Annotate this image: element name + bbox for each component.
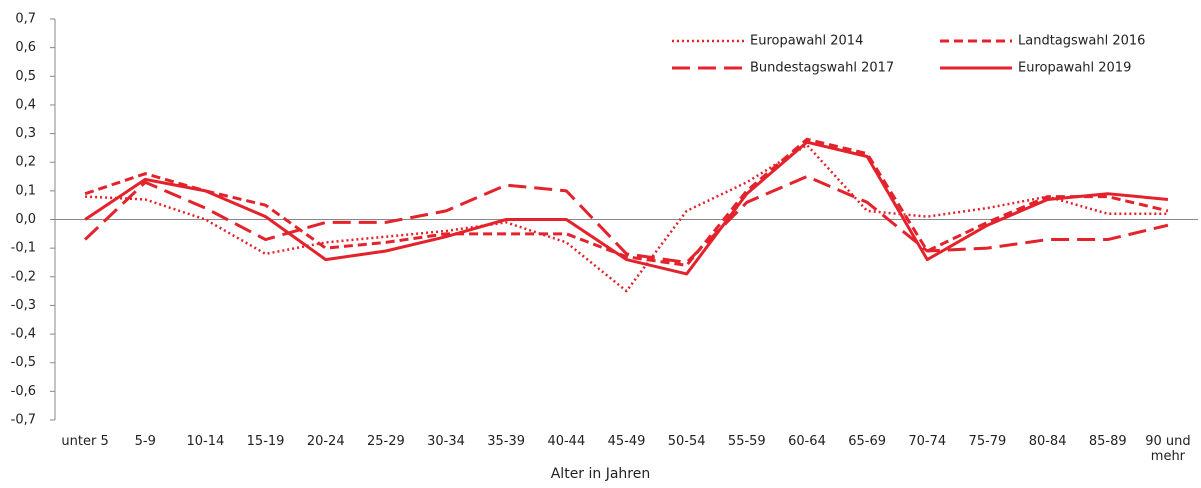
y-tick-label: 0,6 xyxy=(15,40,36,55)
y-tick-label: 0,4 xyxy=(15,97,36,112)
x-tick-label: 45-49 xyxy=(607,434,646,449)
y-tick-label: -0,6 xyxy=(11,384,36,399)
y-tick-label: -0,3 xyxy=(11,298,36,313)
x-tick-label: 10-14 xyxy=(186,434,225,449)
x-tick-label: 80-84 xyxy=(1028,434,1067,449)
x-tick-label: 5-9 xyxy=(134,434,156,449)
x-tick-label: 20-24 xyxy=(306,434,345,449)
x-tick-label: 70-74 xyxy=(908,434,947,449)
x-tick-label: 75-79 xyxy=(968,434,1007,449)
x-tick-label: 90 und mehr xyxy=(1145,434,1191,464)
y-tick-label: -0,2 xyxy=(11,269,36,284)
x-tick-label: 65-69 xyxy=(848,434,887,449)
x-tick-label: 60-64 xyxy=(788,434,826,449)
x-tick-label: unter 5 xyxy=(61,434,109,449)
x-tick-label: 35-39 xyxy=(487,434,526,449)
y-tick-label: 0,5 xyxy=(15,69,36,84)
series-line xyxy=(85,143,1168,293)
y-tick-label: -0,7 xyxy=(11,413,36,428)
series-line xyxy=(84,137,1169,267)
x-axis-title: Alter in Jahren xyxy=(550,466,651,482)
legend-label: Landtagswahl 2016 xyxy=(1018,34,1145,49)
x-tick-label: 30-34 xyxy=(427,434,465,449)
y-tick-label: -0,4 xyxy=(11,327,36,342)
y-tick-label: -0,5 xyxy=(11,355,36,370)
legend-label: Europawahl 2014 xyxy=(750,34,863,49)
y-tick-label: -0,1 xyxy=(11,241,36,256)
y-tick-label: 0,1 xyxy=(15,183,36,198)
series-line xyxy=(84,140,1169,276)
x-tick-label: 15-19 xyxy=(246,434,285,449)
x-tick-label: 25-29 xyxy=(366,434,405,449)
x-tick-label: 55-59 xyxy=(727,434,766,449)
legend-label: Bundestagswahl 2017 xyxy=(750,61,894,76)
x-tick-label: 40-44 xyxy=(547,434,586,449)
y-tick-label: 0,0 xyxy=(15,212,36,227)
legend-label: Europawahl 2019 xyxy=(1018,61,1131,76)
x-tick-label: 85-89 xyxy=(1088,434,1127,449)
y-tick-label: 0,7 xyxy=(15,12,36,27)
y-tick-label: 0,3 xyxy=(15,126,36,141)
y-tick-label: 0,2 xyxy=(15,155,36,170)
series-line xyxy=(84,175,1169,264)
x-tick-label: 50-54 xyxy=(667,434,706,449)
